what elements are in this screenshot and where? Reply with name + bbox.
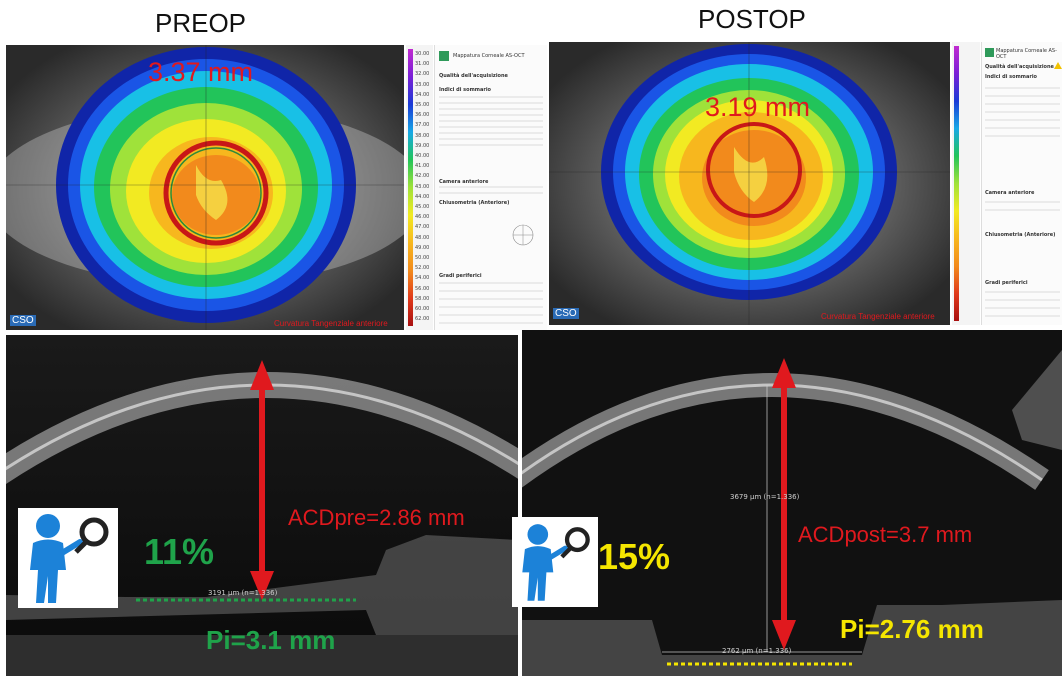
postop-eye-map [549,42,950,325]
preop-scale-label: 41.00 [415,163,430,170]
postop-scale-bar [952,42,980,325]
preop-report-panel: Mappatura Corneale AS-OCT Qualità dell'a… [434,45,547,330]
preop-scale-label: 48.00 [415,234,430,241]
preop-scale-label: 60.00 [415,306,430,313]
preop-logo: CSO [10,315,36,326]
preop-scale-label: 47.00 [415,224,430,231]
postop-topography-panel: 3.19 mm CSO Curvatura Tangenziale anteri… [549,42,950,325]
report-app-icon [439,51,449,61]
postop-oct-scan [522,330,1062,676]
preop-scale-label: 54.00 [415,275,430,282]
postop-oct-note: 2762 µm (n=1.336) [722,647,792,655]
preop-map-caption: Curvatura Tangenziale anteriore [274,319,388,328]
preop-scale-label: 34.00 [415,91,430,98]
preop-topography-panel: 3.37 mm CSO Curvatura Tangenziale anteri… [6,45,404,330]
preop-acd-arrow-head-up [250,360,274,390]
preop-scale-label: 40.00 [415,153,430,160]
preop-oct-scan [6,335,518,676]
preop-report-lines [439,96,543,324]
postop-map-caption: Curvatura Tangenziale anteriore [821,312,935,321]
report-app-icon [985,48,994,57]
preop-eye-map [6,45,404,330]
postop-pupil-ring [706,122,802,218]
postop-report-lines [985,87,1060,317]
postop-report-section: Indici di sommario [985,74,1037,80]
preop-pi-label: Pi=3.1 mm [206,625,336,655]
postop-oct-note-vertical: 3679 µm (n=1.336) [730,493,800,501]
preop-scale-label: 38.00 [415,132,430,139]
preop-scale-label: 43.00 [415,183,430,190]
preop-acd-label: ACDpre=2.86 mm [288,505,465,530]
preop-scale-label: 45.00 [415,204,430,211]
person-with-magnifier-icon [512,517,598,607]
postop-label: POSTOP [698,4,806,34]
preop-scale-label: 44.00 [415,193,430,200]
preop-report-section: Chiusometria (Anteriore) [439,200,510,206]
postop-report-panel: Mappatura Corneale AS-OCT Qualità dell'a… [981,42,1062,325]
postop-percent: 15% [598,536,671,577]
preop-scale-label: 39.00 [415,142,430,149]
postop-acd-arrow-head-up [772,358,796,388]
postop-pi-label: Pi=2.76 mm [840,614,984,644]
postop-report-section: Chiusometria (Anteriore) [985,232,1056,238]
preop-report-section: Indici di sommario [439,87,491,93]
postop-topo-diameter: 3.19 mm [705,92,811,122]
preop-scale-label: 46.00 [415,214,430,221]
preop-iris [6,535,518,635]
postop-report-section: Gradi periferici [985,280,1028,286]
preop-scale-label: 56.00 [415,285,430,292]
preop-scale-label: 33.00 [415,81,430,88]
preop-label: PREOP [155,8,247,38]
postop-report-title: Mappatura Corneale AS-OCT [996,48,1057,60]
preop-scale-label: 35.00 [415,102,430,109]
preop-scale-label: 49.00 [415,244,430,251]
postop-acd-label: ACDpost=3.7 mm [798,522,973,547]
preop-pupil-ring [163,140,269,246]
preop-scale-label: 37.00 [415,122,430,129]
person-with-magnifier-icon [18,508,118,608]
preop-scale-label: 30.00 [415,51,430,57]
preop-scale-label: 62.00 [415,316,430,323]
postop-report-section: Qualità dell'acquisizione [985,64,1054,70]
preop-percent: 11% [144,531,215,572]
postop-report-section: Camera anteriore [985,190,1035,196]
preop-acd-arrow-head-down [250,571,274,600]
preop-scale-label: 42.00 [415,173,430,180]
preop-report-section: Camera anteriore [439,179,489,185]
postop-logo: CSO [553,308,579,319]
preop-scale-label: 58.00 [415,295,430,302]
warning-icon [1054,62,1062,69]
postop-iris [522,600,1062,676]
preop-scale-label: 32.00 [415,71,430,78]
preop-oct-note: 3191 µm (n=1.336) [208,589,278,597]
preop-report-title: Mappatura Corneale AS-OCT [453,53,525,59]
preop-scale-label: 31.00 [415,61,430,68]
preop-report-section: Qualità dell'acquisizione [439,73,508,79]
postop-oct-panel: 3679 µm (n=1.336) 2762 µm (n=1.336) ACDp… [522,330,1062,676]
preop-scale-bar: 30.00 31.00 32.00 33.00 34.00 35.00 36.0… [406,45,433,330]
preop-scale-label: 52.00 [415,265,430,272]
preop-oct-panel: 3191 µm (n=1.336) ACDpre=2.86 mm 11% Pi=… [6,335,518,676]
preop-scale-label: 36.00 [415,112,430,119]
preop-report-section: Gradi periferici [439,273,482,279]
postop-acd-arrow-head-down [772,620,796,650]
preop-topo-diameter: 3.37 mm [148,57,254,87]
preop-scale-label: 50.00 [415,255,430,262]
